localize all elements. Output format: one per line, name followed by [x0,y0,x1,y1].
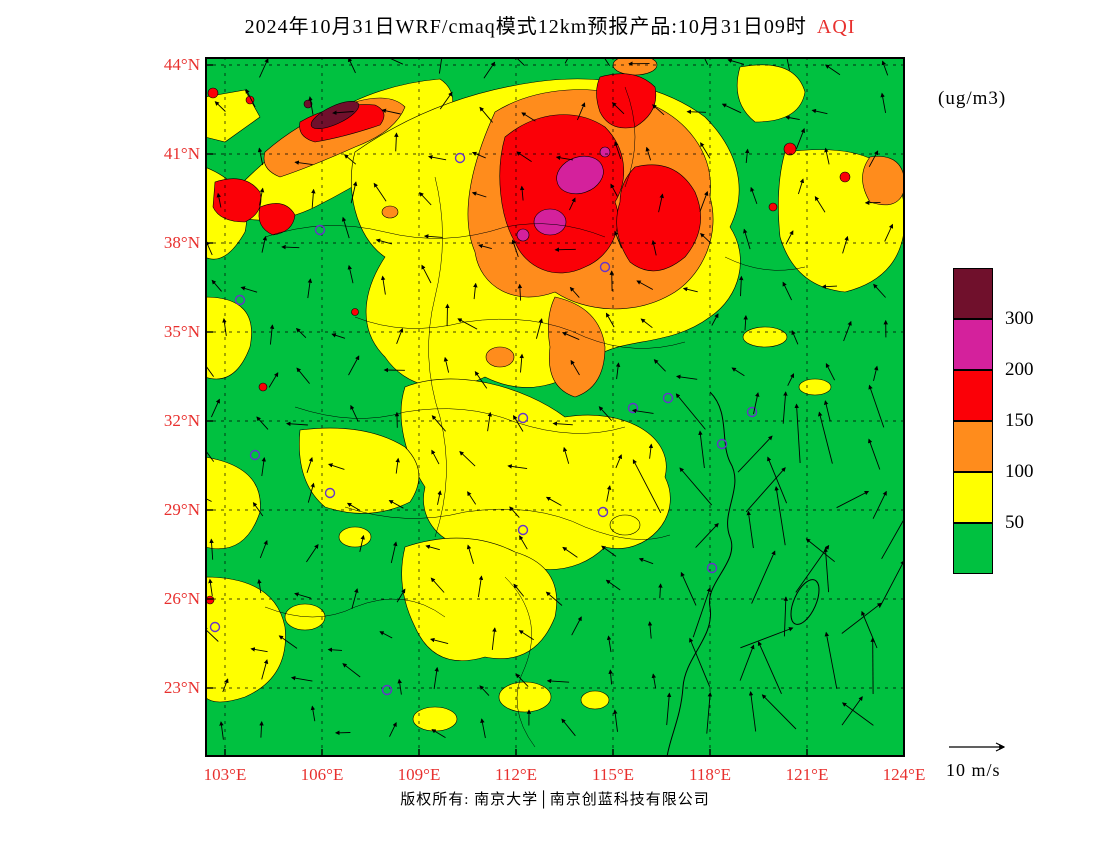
colorbar-segment [953,319,993,370]
map-frame [205,57,905,757]
wind-vector-layer [205,57,905,740]
lon-label: 124°E [882,765,926,784]
aqi-maroon-layer [303,99,360,129]
title-text: 2024年10月31日WRF/cmaq模式12km预报产品:10月31日09时 [244,16,807,38]
lon-label: 112°E [494,765,538,784]
lat-label: 32°N [163,411,200,430]
page-title: 2024年10月31日WRF/cmaq模式12km预报产品:10月31日09时 A… [0,10,1100,39]
lon-label: 103°E [203,765,247,784]
lon-label: 106°E [300,765,344,784]
colorbar-segment [953,421,993,472]
lat-label: 44°N [163,55,200,74]
wind-scale: 10 m/s [946,740,1066,781]
map-area: 44°N 41°N 38°N 35°N 32°N 29°N 26°N 23°N … [164,55,925,784]
lat-label: 26°N [163,589,200,608]
units-label: (ug/m3) [938,88,1007,109]
colorbar-level: 150 [1005,410,1034,431]
lon-label: 115°E [591,765,635,784]
lat-label: 41°N [163,144,200,163]
colorbar-segment [953,472,993,523]
city-markers [209,152,758,696]
coastline [666,391,820,758]
wind-scale-label: 10 m/s [946,760,1001,780]
colorbar-level: 300 [1005,308,1034,329]
lat-label: 23°N [163,678,200,697]
aqi-yellow-layer [205,64,905,732]
lat-label: 38°N [163,233,200,252]
colorbar: 300 200 150 100 50 [953,268,1063,574]
aqi-magenta-layer [516,146,611,242]
lat-label: 29°N [163,500,200,519]
lon-label: 118°E [688,765,732,784]
lon-label: 109°E [397,765,441,784]
colorbar-segment [953,268,993,319]
wind-scale-arrow-icon [949,742,1006,752]
aqi-red-layer [205,73,851,605]
colorbar-segment [953,523,993,574]
colorbar-level: 100 [1005,461,1034,482]
colorbar-segment [953,370,993,421]
lat-label: 35°N [163,322,200,341]
aqi-map [205,57,905,758]
copyright-text: 版权所有: 南京大学│南京创蓝科技有限公司 [400,792,710,808]
colorbar-level: 50 [1005,512,1024,533]
title-variable: AQI [816,16,856,38]
lon-label: 121°E [785,765,829,784]
colorbar-level: 200 [1005,359,1034,380]
